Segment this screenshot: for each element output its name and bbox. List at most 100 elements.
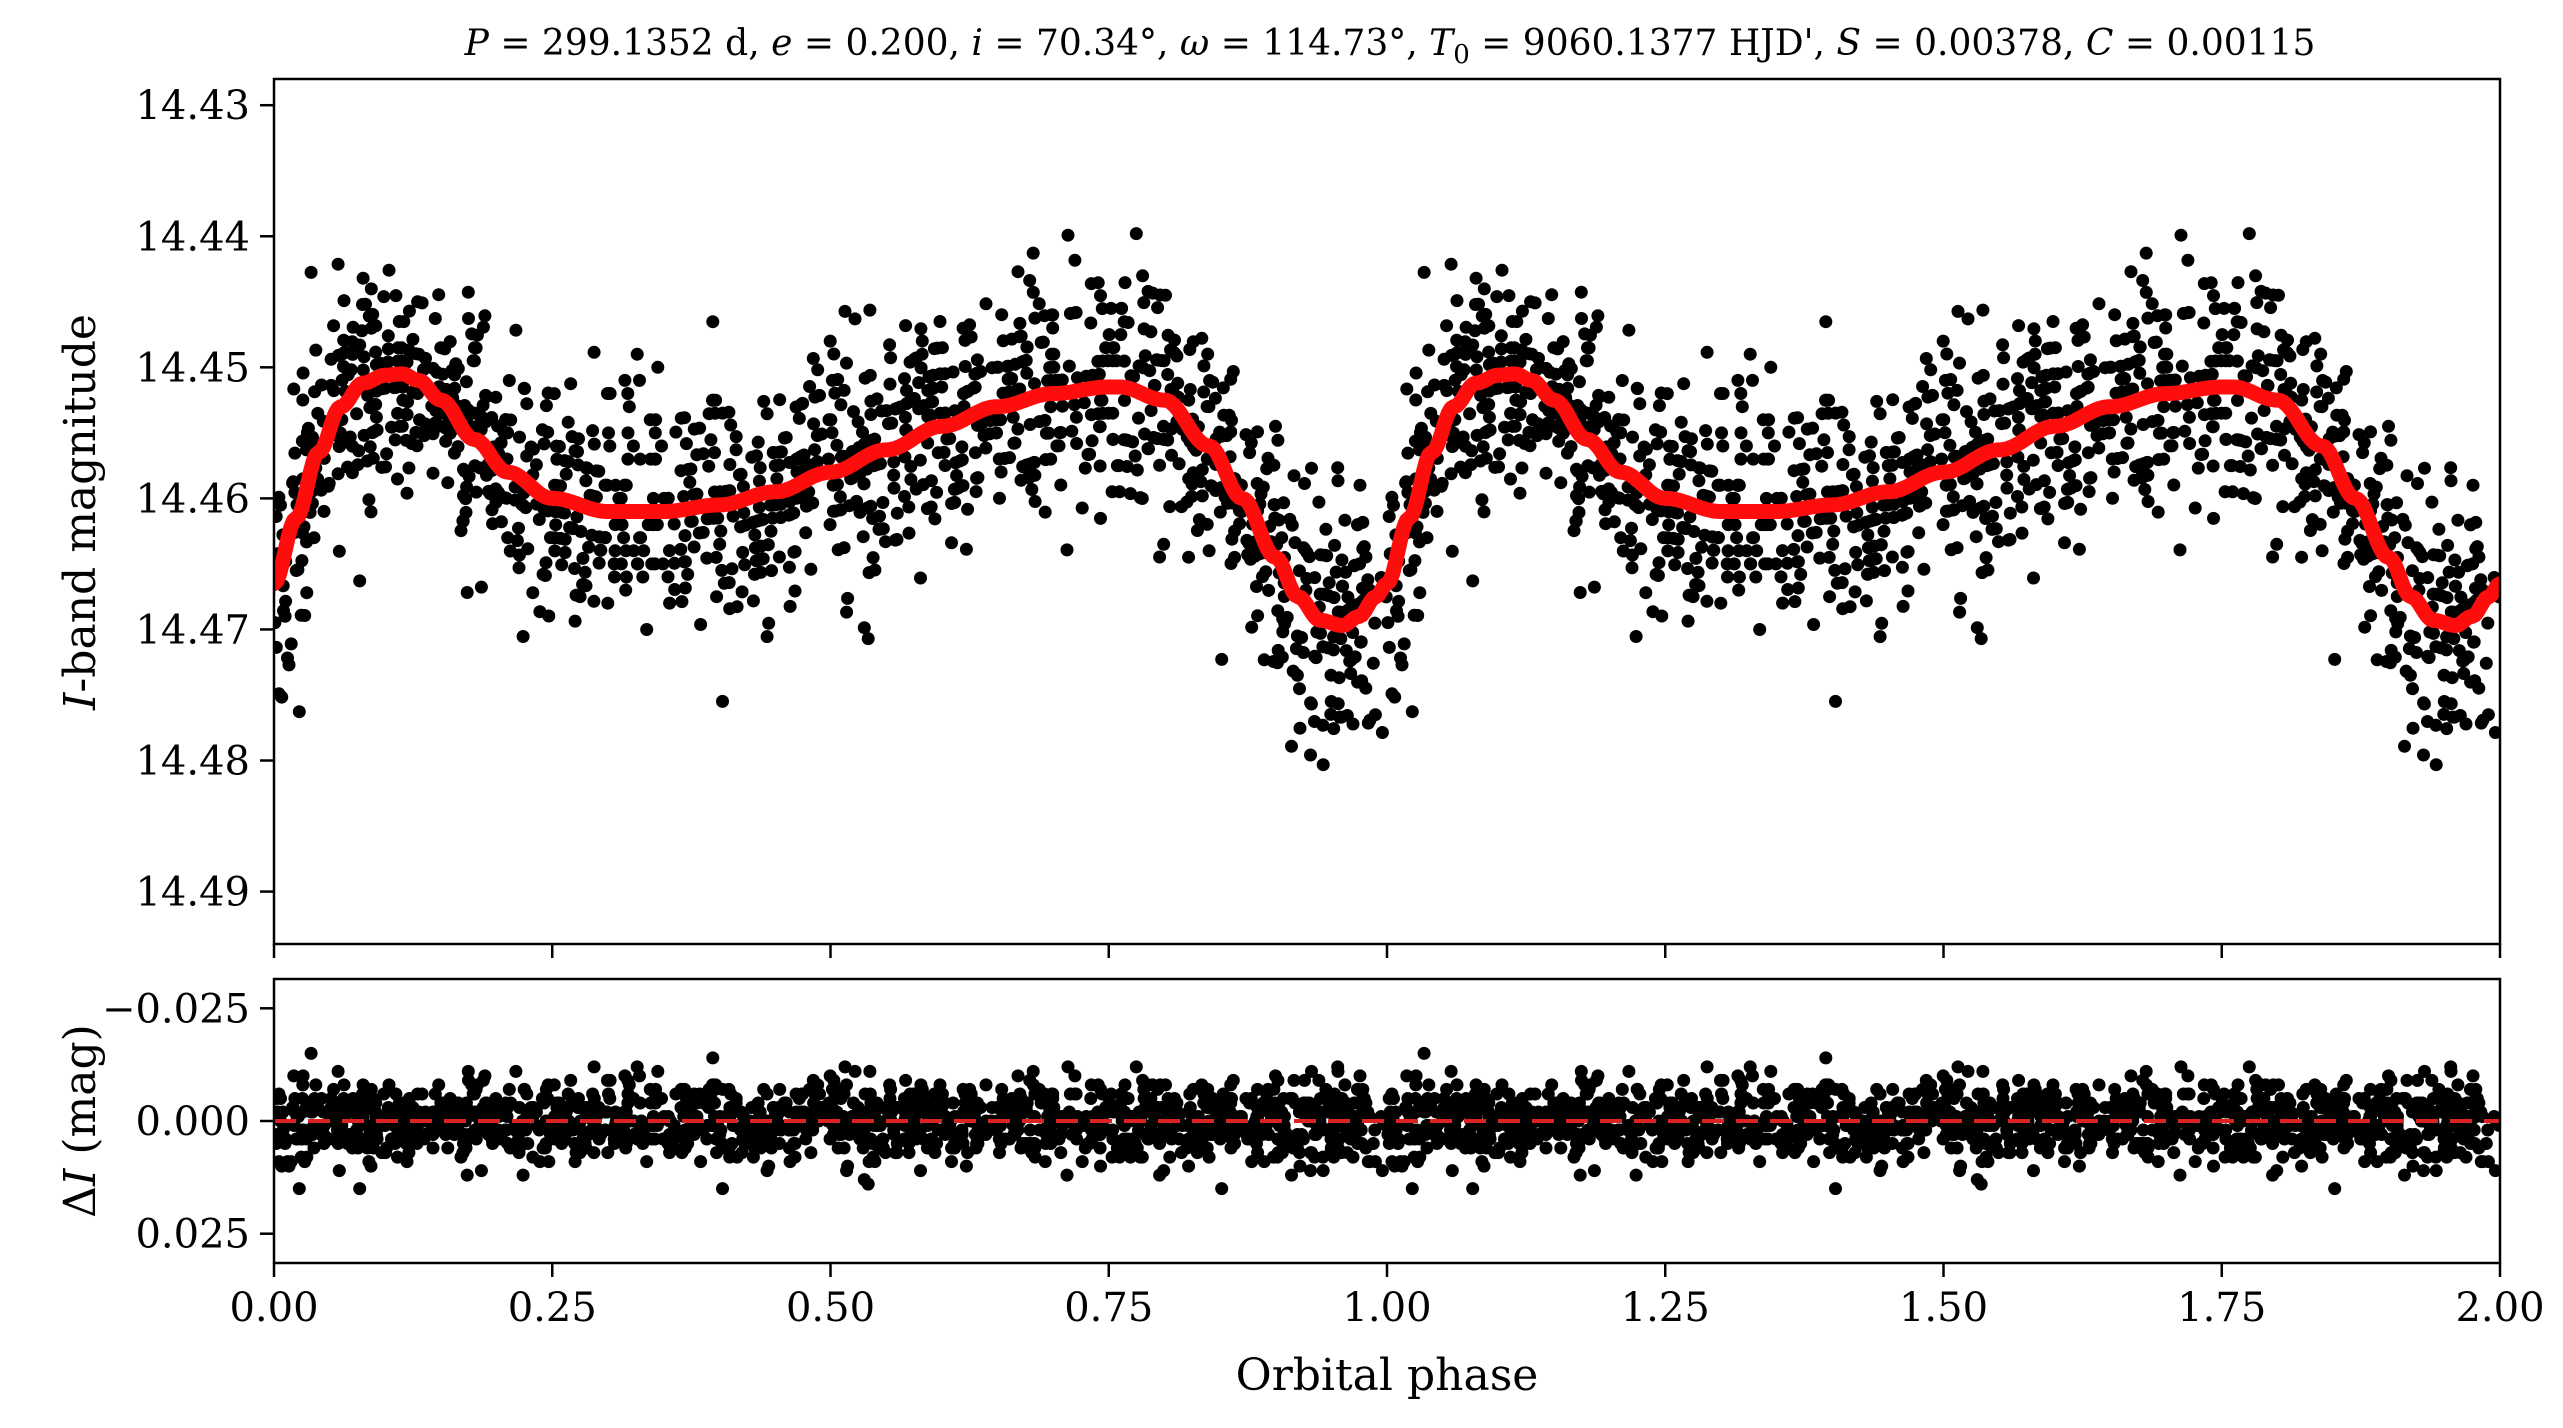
data-point xyxy=(804,562,818,576)
data-point xyxy=(1020,340,1034,354)
data-point xyxy=(1137,296,1151,310)
residual-point xyxy=(760,1164,774,1178)
residual-point xyxy=(558,1101,572,1114)
residual-point xyxy=(292,1182,306,1196)
data-point xyxy=(482,484,496,498)
data-point xyxy=(541,504,555,518)
data-point xyxy=(1877,524,1891,538)
data-point xyxy=(324,378,338,392)
data-point xyxy=(2003,506,2017,520)
residual-point xyxy=(441,1141,455,1155)
residual-point xyxy=(1951,1060,1965,1074)
residual-point xyxy=(2370,1155,2384,1169)
data-point xyxy=(824,413,838,427)
residual-point xyxy=(2175,1105,2189,1119)
residual-point xyxy=(706,1078,720,1092)
data-point xyxy=(2167,478,2181,492)
data-point xyxy=(2063,469,2077,482)
data-point xyxy=(838,304,852,318)
data-point xyxy=(2280,346,2294,360)
residual-point xyxy=(1020,1137,1034,1150)
data-point xyxy=(1490,290,1504,304)
data-point xyxy=(284,637,298,651)
residual-point xyxy=(991,1101,1005,1114)
data-point xyxy=(2384,643,2398,657)
data-point xyxy=(1095,393,1109,407)
data-point xyxy=(2000,481,2014,495)
data-point xyxy=(308,385,322,399)
data-point xyxy=(927,342,941,356)
data-point xyxy=(1732,583,1746,597)
data-point xyxy=(400,408,414,422)
residual-point xyxy=(857,1123,871,1137)
data-point xyxy=(1781,583,1795,596)
residual-point xyxy=(1093,1141,1107,1155)
data-point xyxy=(1794,567,1808,581)
data-point xyxy=(400,486,414,500)
data-point xyxy=(364,505,378,519)
data-point xyxy=(636,570,650,584)
data-point xyxy=(1106,432,1120,446)
data-point xyxy=(2017,459,2031,473)
data-point xyxy=(799,526,813,540)
data-point xyxy=(1739,439,1753,453)
residual-point xyxy=(736,1132,750,1146)
residual-point xyxy=(704,1092,718,1105)
data-point xyxy=(2227,301,2241,315)
residual-point xyxy=(1163,1150,1177,1164)
data-point xyxy=(813,388,826,402)
data-point xyxy=(516,499,530,512)
residual-point xyxy=(1126,1132,1140,1146)
data-point xyxy=(1829,694,1842,708)
data-point xyxy=(2034,384,2048,397)
data-point xyxy=(489,390,503,404)
data-point xyxy=(765,564,778,578)
data-point xyxy=(1065,424,1079,438)
data-point xyxy=(1986,457,2000,471)
residual-point xyxy=(1180,1119,1194,1132)
data-point xyxy=(618,478,632,492)
residual-point xyxy=(636,1137,650,1150)
data-point xyxy=(579,579,593,593)
data-point xyxy=(675,595,689,609)
data-point xyxy=(2432,522,2446,536)
data-point xyxy=(1822,550,1836,564)
data-point xyxy=(2257,404,2271,417)
data-point xyxy=(1382,510,1396,523)
data-point xyxy=(687,540,701,554)
data-point xyxy=(837,383,851,397)
residual-point xyxy=(1063,1087,1077,1101)
data-point xyxy=(1838,562,1852,576)
data-point xyxy=(872,522,886,536)
data-point xyxy=(1625,521,1638,535)
data-point xyxy=(827,347,841,361)
data-point xyxy=(1225,532,1239,546)
residual-point xyxy=(700,1132,714,1146)
data-point xyxy=(2001,402,2015,416)
residual-point xyxy=(1312,1073,1326,1087)
data-point xyxy=(736,545,750,559)
residual-point xyxy=(2400,1073,2414,1087)
residual-point xyxy=(1213,1132,1227,1146)
data-point xyxy=(1629,630,1643,643)
data-point xyxy=(848,312,862,326)
data-point xyxy=(1157,537,1171,551)
data-point xyxy=(1674,415,1688,429)
data-point xyxy=(1262,583,1276,597)
data-point xyxy=(413,413,426,427)
data-point xyxy=(331,467,345,481)
residual-point xyxy=(773,1082,787,1096)
data-point xyxy=(1462,343,1476,356)
data-point xyxy=(2250,296,2264,310)
data-point xyxy=(537,437,551,451)
data-point xyxy=(678,555,692,569)
data-point xyxy=(381,355,395,369)
residual-point xyxy=(1028,1150,1042,1164)
data-point xyxy=(1774,491,1788,505)
data-point xyxy=(1988,404,2001,418)
data-point xyxy=(678,529,692,543)
data-point xyxy=(1045,347,1058,361)
data-point xyxy=(1304,748,1317,762)
data-point xyxy=(1821,485,1834,499)
